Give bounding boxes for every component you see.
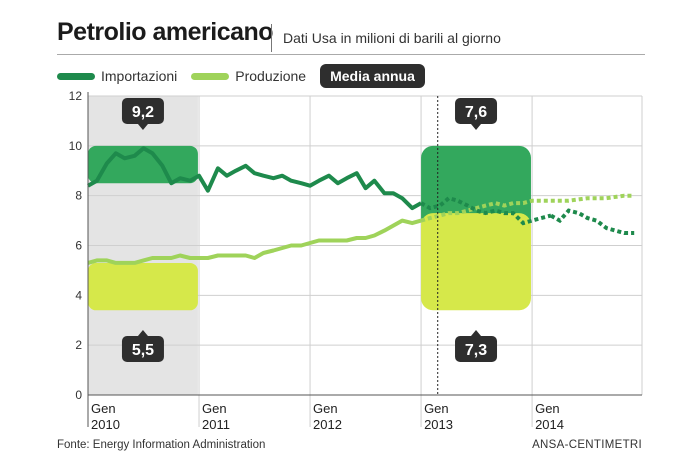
callout-production-2010: 5,5 [121,330,164,362]
x-tick-label: Gen [202,401,227,416]
title-divider [271,24,272,52]
x-tick-label: 2012 [313,417,342,432]
y-tick-label: 0 [75,388,82,402]
callout-import-2013-pointer [471,124,482,130]
legend-label-imports: Importazioni [101,68,178,84]
x-tick-label: 2010 [91,417,120,432]
x-tick-label: Gen [424,401,449,416]
callout-import-2010-bg [121,98,164,124]
callout-production-2013-pointer [471,330,482,336]
imports-line-tail [550,208,635,235]
y-tick-label: 6 [75,239,82,253]
callout-production-2010-pointer [137,330,148,336]
callout-production-2013-text: 7,3 [465,342,487,359]
imports-line [87,146,423,211]
y-tick-label: 12 [69,89,83,103]
credit-note: ANSA-CENTIMETRI [532,439,642,451]
x-tick-label: 2014 [535,417,564,432]
production-average-box-2013 [421,213,531,311]
source-note: Fonte: Energy Information Administration [57,439,266,451]
x-tick-label: 2013 [424,417,453,432]
legend: Importazioni Produzione Media annua [57,64,425,88]
production-average-box-2010 [88,262,198,311]
legend-item-production: Produzione [191,68,306,84]
x-tick-label: 2011 [202,417,230,432]
legend-item-imports: Importazioni [57,68,177,84]
callout-import-2013: 7,6 [455,98,498,130]
x-tick-label: Gen [91,401,116,416]
production-line-dashed [420,193,635,223]
y-tick-label: 8 [75,189,82,203]
y-tick-label: 2 [75,338,82,352]
x-tick-label: Gen [313,401,338,416]
callout-import-2013-bg [455,98,498,124]
callout-import-2010: 9,2 [121,98,164,130]
y-tick-label: 4 [75,288,82,302]
page-title: Petrolio americano [57,18,274,46]
production-line [87,218,422,265]
callout-production-2013: 7,3 [455,330,498,362]
callout-production-2010-bg [121,336,164,362]
legend-swatch-imports [57,72,95,80]
callout-import-2013-text: 7,6 [465,104,487,121]
legend-swatch-production [191,72,230,80]
legend-badge-annual-average: Media annua [320,64,425,88]
legend-label-production: Produzione [235,68,307,84]
imports-line-dashed [420,195,552,226]
callout-import-2010-pointer [137,124,148,130]
header-rule [57,54,645,55]
callout-production-2013-bg [455,336,498,362]
callout-production-2010-text: 5,5 [132,342,154,359]
callout-import-2010-text: 9,2 [132,104,154,121]
x-tick-label: Gen [535,401,560,416]
y-tick-label: 10 [69,139,83,153]
page-subtitle: Dati Usa in milioni di barili al giorno [283,30,501,46]
import-average-box-2013 [421,145,531,231]
